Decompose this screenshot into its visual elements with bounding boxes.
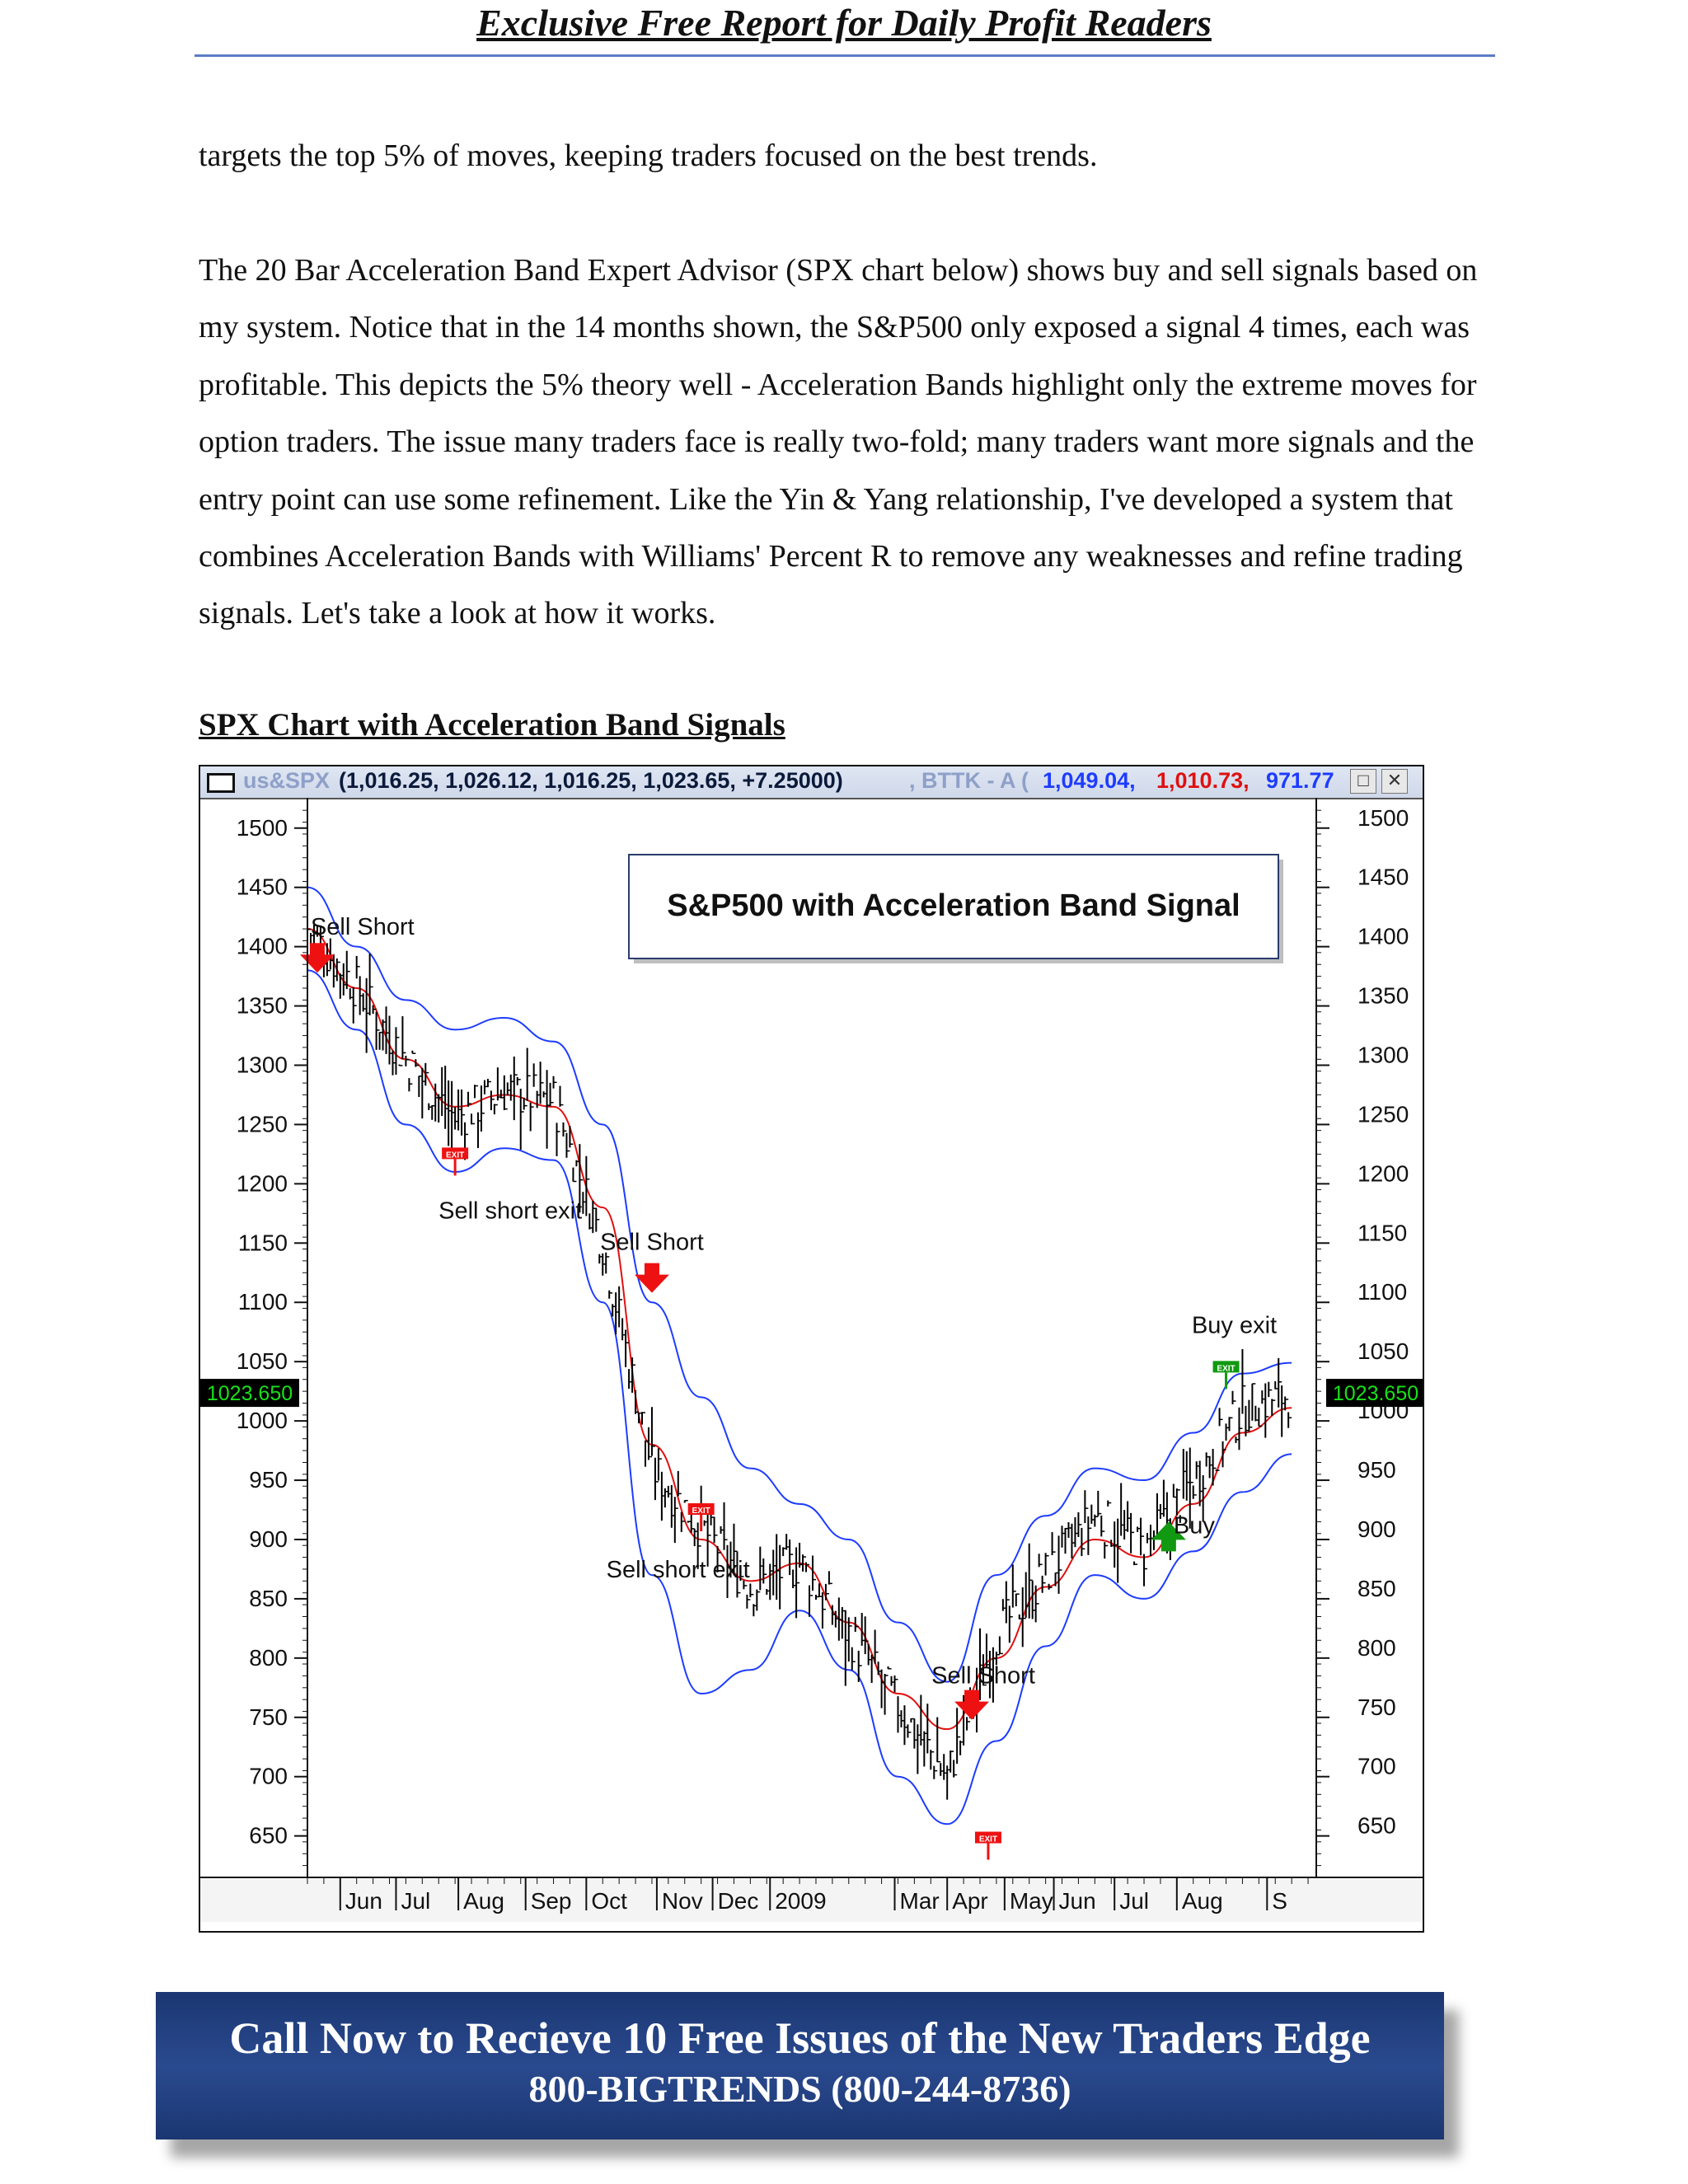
y-tick-label-right: 1200 [1357,1160,1409,1186]
y-tick-label-left: 800 [249,1645,288,1671]
window-menu-icon[interactable] [207,773,235,793]
y-tick-label-left: 900 [249,1526,288,1552]
x-tick-label: 2009 [775,1888,826,1914]
y-tick-label-left: 1200 [237,1170,288,1196]
x-tick-label: Oct [591,1888,627,1914]
sell-exit-badge-icon [687,1503,715,1516]
signal-annotation-label: Sell short exit [438,1197,582,1224]
y-tick-label-right: 1350 [1357,983,1409,1009]
chart-title-box [628,854,1279,959]
y-tick-label-right: 1400 [1357,924,1409,949]
y-tick-label-right: 1450 [1357,865,1409,890]
last-price-tag-left-text: 1023.650 [207,1382,293,1405]
y-tick-label-left: 850 [249,1586,288,1611]
exit-badge-label: EXIT [979,1835,997,1844]
y-tick-label-right: 900 [1357,1516,1396,1542]
y-tick-label-left: 1050 [237,1348,288,1374]
y-tick-label-left: 950 [249,1467,288,1493]
y-tick-label-right: 800 [1357,1635,1396,1661]
y-tick-label-right: 650 [1357,1813,1396,1839]
cta-phone-number: 800-BIGTRENDS (800-244-8736) [528,2068,1071,2110]
x-tick-label: May [1010,1888,1053,1914]
sell-short-arrow-icon [634,1263,669,1293]
y-tick-label-right: 1100 [1357,1279,1407,1305]
buy-arrow-icon [1151,1521,1186,1552]
y-tick-label-left: 1350 [237,993,288,1019]
signal-annotation-label: Sell Short [931,1663,1035,1690]
x-tick-label: Sep [531,1888,572,1914]
sell-short-arrow-icon [954,1690,990,1720]
signal-annotation-label: Sell Short [311,914,415,940]
y-tick-label-left: 1150 [238,1230,288,1255]
exit-badge-label: EXIT [446,1151,464,1160]
upper-band-value: 1,049.04, [1043,768,1136,793]
chart-section-heading: SPX Chart with Acceleration Band Signals [199,707,785,743]
y-tick-label-left: 650 [249,1823,288,1849]
x-tick-label: Apr [952,1888,988,1914]
y-tick-label-right: 850 [1357,1576,1396,1601]
signal-annotation-label: Sell Short [600,1230,704,1256]
exit-badge-label: EXIT [1217,1364,1235,1373]
intro-paragraph: targets the top 5% of moves, keeping tra… [199,138,1098,173]
y-tick-label-left: 1400 [237,934,288,959]
system-description-paragraph: The 20 Bar Acceleration Band Expert Advi… [199,253,1478,631]
signal-annotation-label: Buy [1174,1512,1215,1539]
y-tick-label-right: 1050 [1357,1338,1409,1364]
x-tick-label: S [1272,1888,1287,1914]
middle-band-line [307,928,1292,1731]
maximize-icon[interactable]: □ [1350,769,1376,794]
y-tick-label-left: 1450 [237,874,288,900]
cta-headline: Call Now to Recieve 10 Free Issues of th… [229,2013,1371,2063]
call-to-action-banner[interactable]: Call Now to Recieve 10 Free Issues of th… [156,1992,1444,2139]
y-tick-label-right: 1150 [1357,1220,1407,1245]
buy-exit-badge-icon [1212,1361,1240,1373]
y-tick-label-right: 750 [1357,1694,1396,1720]
header-divider [195,54,1495,57]
x-tick-label: Jul [1119,1888,1149,1914]
chart-title: S&P500 with Acceleration Band Signal [667,888,1240,923]
spx-chart: Sell Short EXIT Sell short exit Sell Short E… [200,798,1423,1922]
x-tick-label: Aug [1182,1888,1223,1914]
middle-band-value: 1,010.73, [1156,768,1250,793]
y-tick-label-left: 750 [249,1704,288,1730]
symbol-label: us&SPX [243,768,331,793]
x-tick-label: Dec [718,1888,759,1914]
x-tick-label: Jun [1059,1888,1096,1914]
x-tick-label: Mar [900,1888,940,1914]
sell-short-arrow-icon [299,943,335,973]
upper-band-line [307,886,1292,1683]
last-price-tag-right [1326,1379,1423,1408]
last-price-tag-left [200,1379,299,1408]
lower-band-value: 971.77 [1266,768,1334,793]
exit-badge-label: EXIT [692,1507,710,1516]
close-icon[interactable]: ✕ [1381,769,1408,794]
sell-exit-badge-icon [974,1831,1001,1844]
lower-band-line [307,969,1292,1825]
y-tick-label-left: 700 [249,1764,288,1789]
signal-annotation-label: Buy exit [1192,1312,1277,1338]
y-tick-label-left: 1250 [237,1111,288,1137]
signal-annotation-label: Sell short exit [607,1557,750,1583]
y-tick-label-left: 1500 [237,815,288,841]
y-tick-label-right: 1300 [1357,1043,1409,1068]
indicator-label: , BTTK - A ( [909,768,1029,793]
y-tick-label-left: 1100 [238,1289,288,1315]
x-tick-label: Nov [662,1888,703,1914]
y-tick-label-right: 950 [1357,1457,1396,1483]
x-axis-band [200,1879,1423,1922]
chart-window-titlebar: us&SPX (1,016.25, 1,026.12, 1,016.25, 1,… [200,766,1423,799]
chart-window: us&SPX (1,016.25, 1,026.12, 1,016.25, 1,… [199,765,1424,1933]
sell-exit-badge-icon [442,1147,469,1160]
last-price-tag-right-text: 1023.650 [1333,1382,1418,1405]
report-header-title: Exclusive Free Report for Daily Profit R… [476,2,1212,44]
ohlc-readout: (1,016.25, 1,026.12, 1,016.25, 1,023.65,… [339,768,843,793]
y-tick-label-right: 1500 [1357,805,1409,831]
y-tick-label-right: 1250 [1357,1101,1409,1127]
y-tick-label-left: 1300 [237,1052,288,1078]
y-tick-label-right: 700 [1357,1754,1396,1779]
x-tick-label: Jun [345,1888,382,1914]
x-tick-label: Jul [401,1888,430,1914]
x-tick-label: Aug [463,1888,504,1914]
y-tick-label-left: 1000 [237,1408,288,1433]
